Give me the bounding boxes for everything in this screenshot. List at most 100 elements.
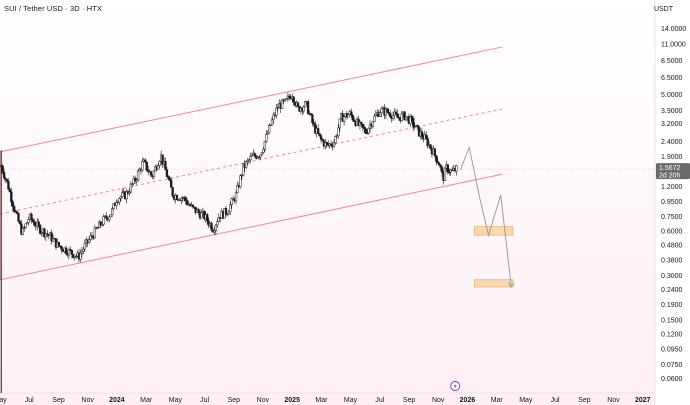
candle-body xyxy=(217,217,220,222)
y-tick-label: 11.0000 xyxy=(661,41,686,48)
target-zone[interactable] xyxy=(474,279,514,288)
candle-body xyxy=(429,144,432,149)
candle-body xyxy=(129,183,133,193)
candle-body xyxy=(262,148,265,153)
candle-body xyxy=(446,164,449,173)
y-tick-label: 0.6000 xyxy=(661,228,683,235)
channel-middle-line[interactable] xyxy=(0,108,503,215)
candle-body xyxy=(249,156,252,161)
candle-body xyxy=(276,107,279,109)
candle-body xyxy=(96,227,99,229)
y-tick-label: 0.0950 xyxy=(661,347,683,354)
x-tick-label: Sep xyxy=(228,397,241,404)
target-zone[interactable] xyxy=(474,226,514,236)
candle-body xyxy=(18,221,22,225)
candle-body xyxy=(448,171,451,174)
candle-body xyxy=(321,138,324,141)
candle-body xyxy=(57,242,61,247)
candle-body xyxy=(164,161,167,170)
candle-body xyxy=(191,204,194,208)
y-tick-label: 0.7500 xyxy=(661,214,683,221)
candle-body xyxy=(240,174,243,177)
candle-body xyxy=(425,134,428,139)
candle-body xyxy=(391,114,395,119)
y-tick-label: 0.1500 xyxy=(661,317,683,324)
candle-body xyxy=(410,116,413,119)
candle-body xyxy=(207,220,210,226)
price-badge xyxy=(656,163,690,180)
candle-body xyxy=(100,224,104,226)
candle-body xyxy=(319,135,323,140)
x-tick-label: Nov xyxy=(257,397,270,404)
candle-body xyxy=(136,170,140,181)
y-tick-label: 2.4000 xyxy=(661,139,683,146)
candle-body xyxy=(44,233,48,237)
candle-body xyxy=(214,224,218,231)
candle-body xyxy=(324,141,327,147)
projection-path[interactable] xyxy=(459,145,512,288)
candle-body xyxy=(141,161,144,171)
candle-body xyxy=(83,243,86,250)
y-tick-label: 14.0000 xyxy=(661,26,686,33)
candle-body xyxy=(67,248,71,256)
candle-body xyxy=(455,165,458,172)
candle-body xyxy=(40,232,43,234)
candle-body xyxy=(337,127,340,136)
candle-body xyxy=(7,180,10,190)
y-tick-label: 6.5000 xyxy=(661,75,683,82)
channel-lower-line[interactable] xyxy=(0,173,503,281)
candle-body xyxy=(108,216,111,221)
candle-body xyxy=(89,235,92,240)
candle-body xyxy=(260,152,264,156)
candle-body xyxy=(15,211,19,214)
candle-body xyxy=(239,175,242,188)
x-tick-label: Mar xyxy=(491,397,504,404)
candle-body xyxy=(436,161,439,164)
y-tick-label: 0.1200 xyxy=(661,332,683,339)
candle-body xyxy=(157,165,160,170)
candle-body xyxy=(112,203,115,210)
candle-body xyxy=(82,248,85,252)
candle-body xyxy=(268,125,271,134)
candle-body xyxy=(206,214,209,222)
candle-body xyxy=(60,246,63,251)
channel-upper-line[interactable] xyxy=(0,46,503,153)
candle-body xyxy=(420,131,424,138)
candle-body xyxy=(265,133,268,142)
candle-body xyxy=(10,191,13,203)
candle-body xyxy=(1,165,4,173)
candle-body xyxy=(438,162,441,166)
candle-body xyxy=(416,125,419,128)
x-tick-label: 2026 xyxy=(460,397,476,404)
candle-body xyxy=(161,154,164,165)
x-tick-label: Jul xyxy=(200,397,209,404)
candle-body xyxy=(24,223,27,228)
candle-body xyxy=(242,163,245,176)
candle-body xyxy=(64,247,68,254)
y-tick-label: 1.9000 xyxy=(661,154,683,161)
candle-body xyxy=(118,198,121,203)
x-tick-label: Mar xyxy=(140,397,153,404)
candle-body xyxy=(38,225,42,234)
y-tick-label: 0.9500 xyxy=(661,199,683,206)
candle-body xyxy=(317,128,320,134)
candle-body xyxy=(329,143,333,146)
candle-body xyxy=(360,121,363,125)
candle-body xyxy=(125,191,128,200)
candle-body xyxy=(400,113,403,121)
candle-body xyxy=(311,114,314,124)
candle-body xyxy=(263,140,267,150)
candle-body xyxy=(21,228,24,235)
candle-body xyxy=(135,179,138,182)
candle-body xyxy=(285,98,288,100)
y-tick-label: 0.3000 xyxy=(661,273,683,280)
candle-body xyxy=(312,122,315,125)
candle-body xyxy=(275,107,278,116)
candle-body xyxy=(269,124,272,126)
x-tick-label: May xyxy=(519,397,533,404)
candle-body xyxy=(168,178,171,181)
candle-body xyxy=(334,136,337,144)
candle-body xyxy=(404,116,408,121)
